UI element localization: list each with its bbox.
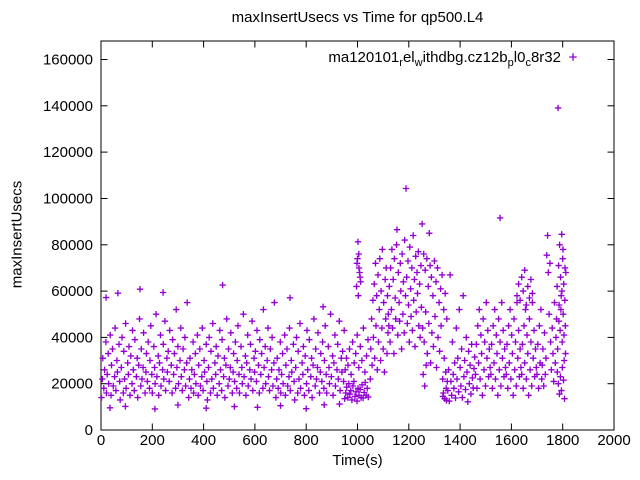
y-tick-label: 60000 — [51, 283, 93, 300]
x-tick-label: 1800 — [546, 432, 579, 449]
x-tick-label: 400 — [191, 432, 216, 449]
y-tick-labels: 0 20000 40000 60000 80000 100000 120000 140000 1… — [43, 52, 93, 440]
x-tick-labels: 0 200 400 600 800 1000 1200 1400 1600 1800 2000 — [97, 432, 631, 449]
x-tick-label: 1000 — [341, 432, 374, 449]
y-tick-label: 160000 — [43, 52, 93, 69]
x-tick-label: 600 — [242, 432, 267, 449]
y-tick-label: 80000 — [51, 237, 93, 254]
x-tick-label: 1600 — [495, 432, 528, 449]
y-tick-label: 0 — [85, 422, 93, 439]
legend-label-text: l0 — [513, 48, 526, 66]
y-tick-label: 140000 — [43, 98, 93, 115]
legend-label-text: 8r32 — [530, 48, 561, 66]
legend-label-subscript: r — [399, 56, 403, 69]
y-tick-label: 120000 — [43, 144, 93, 161]
x-tick-label: 200 — [140, 432, 165, 449]
x-tick-label: 800 — [294, 432, 319, 449]
y-tick-label: 40000 — [51, 329, 93, 346]
scatter-points — [98, 104, 569, 413]
legend-label-text: el — [402, 48, 415, 66]
x-tick-label: 2000 — [597, 432, 630, 449]
x-tick-label: 1200 — [392, 432, 425, 449]
legend-series-label: ma120101relwithdbg.cz12bpl0c8r32 — [328, 48, 561, 69]
legend: ma120101relwithdbg.cz12bpl0c8r32 — [328, 48, 578, 69]
x-axis-ticks — [100, 41, 615, 430]
x-tick-label: 0 — [97, 432, 105, 449]
legend-label-subscript: c — [525, 56, 531, 69]
legend-label-text: ma120101 — [328, 48, 400, 66]
legend-label-subscript: p — [507, 56, 514, 69]
x-axis-label: Time(s) — [332, 452, 383, 469]
legend-label-subscript: w — [414, 56, 423, 69]
x-tick-label: 1400 — [443, 432, 476, 449]
y-tick-label: 20000 — [51, 376, 93, 393]
chart-title: maxInsertUsecs vs Time for qp500.L4 — [231, 9, 484, 26]
y-axis-ticks — [101, 59, 614, 431]
legend-sample-plus-icon — [569, 53, 577, 61]
y-tick-label: 100000 — [43, 191, 93, 208]
legend-label-text: ithdbg.cz12b — [422, 48, 508, 66]
